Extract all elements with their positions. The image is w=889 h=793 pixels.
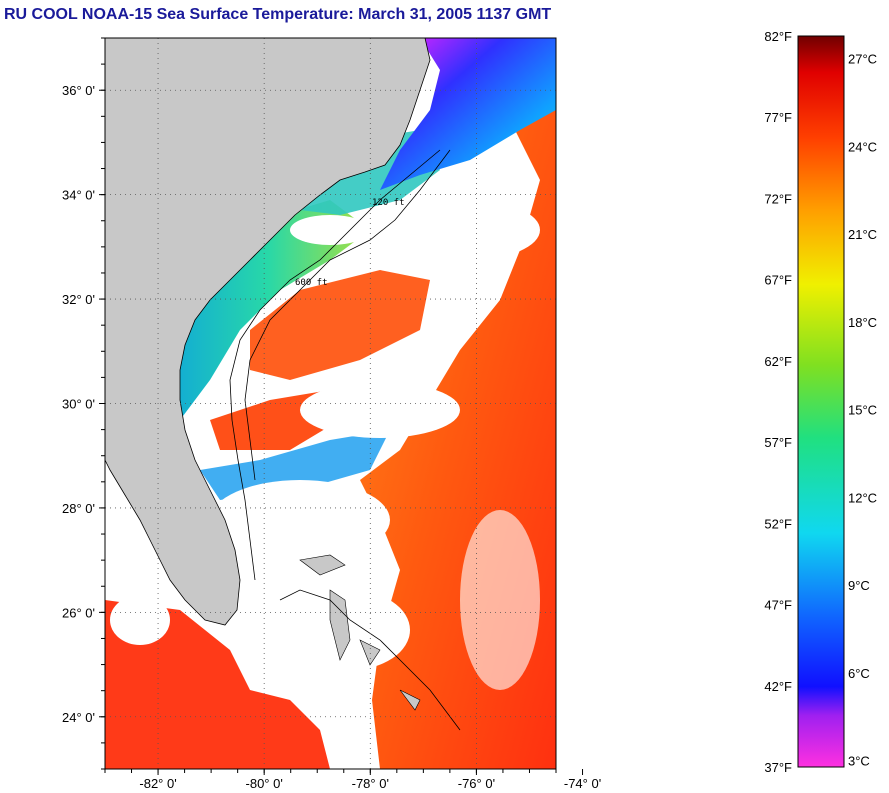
fahrenheit-label: 57°F xyxy=(764,435,792,450)
celsius-label: 6°C xyxy=(848,666,870,681)
celsius-label: 27°C xyxy=(848,52,877,67)
land-mainland xyxy=(105,38,431,626)
contour-label-120: 120 ft xyxy=(372,198,405,208)
cool-water-band xyxy=(200,430,390,500)
warm-water-streak xyxy=(250,270,430,380)
lat-tick-label: 24° 0' xyxy=(62,710,95,725)
celsius-scale: 27°C 24°C 21°C 18°C 15°C 12°C 9°C 6°C 3°C xyxy=(848,52,877,769)
bahamas-islands xyxy=(299,554,421,711)
lon-tick-label: -78° 0' xyxy=(352,776,389,791)
fahrenheit-label: 52°F xyxy=(764,516,792,531)
fahrenheit-label: 37°F xyxy=(764,760,792,775)
bathymetry-contours xyxy=(229,149,461,731)
lon-tick-label: -80° 0' xyxy=(246,776,283,791)
lat-tick-label: 26° 0' xyxy=(62,605,95,620)
fahrenheit-label: 67°F xyxy=(764,273,792,288)
celsius-label: 15°C xyxy=(848,403,877,418)
lat-tick-label: 30° 0' xyxy=(62,397,95,412)
lat-tick-label: 34° 0' xyxy=(62,188,95,203)
celsius-label: 12°C xyxy=(848,490,877,505)
celsius-label: 18°C xyxy=(848,315,877,330)
celsius-label: 24°C xyxy=(848,139,877,154)
fahrenheit-label: 82°F xyxy=(764,29,792,44)
lon-tick-label: -74° 0' xyxy=(564,776,601,791)
lat-tick-label: 28° 0' xyxy=(62,501,95,516)
lon-tick-label: -76° 0' xyxy=(458,776,495,791)
fahrenheit-label: 42°F xyxy=(764,679,792,694)
map-image: 120 ft 600 ft xyxy=(105,38,556,769)
celsius-label: 9°C xyxy=(848,578,870,593)
lat-tick-label: 32° 0' xyxy=(62,292,95,307)
fahrenheit-label: 77°F xyxy=(764,110,792,125)
colorbar-gradient xyxy=(797,35,845,768)
cloud-patches xyxy=(110,200,540,690)
cold-water-north xyxy=(380,38,556,190)
lat-axis: 36° 0' 34° 0' 32° 0' 30° 0' 28° 0' 26° 0' 24° … xyxy=(62,37,105,770)
graticule xyxy=(105,38,556,769)
fahrenheit-label: 72°F xyxy=(764,191,792,206)
contour-label-600: 600 ft xyxy=(295,278,328,288)
page-title: RU COOL NOAA-15 Sea Surface Temperature:… xyxy=(4,6,552,23)
celsius-label: 3°C xyxy=(848,754,870,769)
lon-tick-label: -82° 0' xyxy=(139,776,176,791)
fahrenheit-label: 62°F xyxy=(764,354,792,369)
fahrenheit-label: 47°F xyxy=(764,598,792,613)
warm-water-gulf xyxy=(105,600,330,769)
fahrenheit-scale: 82°F 77°F 72°F 67°F 62°F 57°F 52°F 47°F 42°F 37°F xyxy=(764,29,792,775)
lon-axis: -82° 0' -80° 0' -78° 0' -76° 0' -74° 0' xyxy=(104,769,601,791)
cool-water-shelf xyxy=(165,200,370,420)
temperature-colorbar: 82°F 77°F 72°F 67°F 62°F 57°F 52°F 47°F 42°F 37°F… xyxy=(764,29,877,775)
lat-tick-label: 36° 0' xyxy=(62,83,95,98)
celsius-label: 21°C xyxy=(848,227,877,242)
